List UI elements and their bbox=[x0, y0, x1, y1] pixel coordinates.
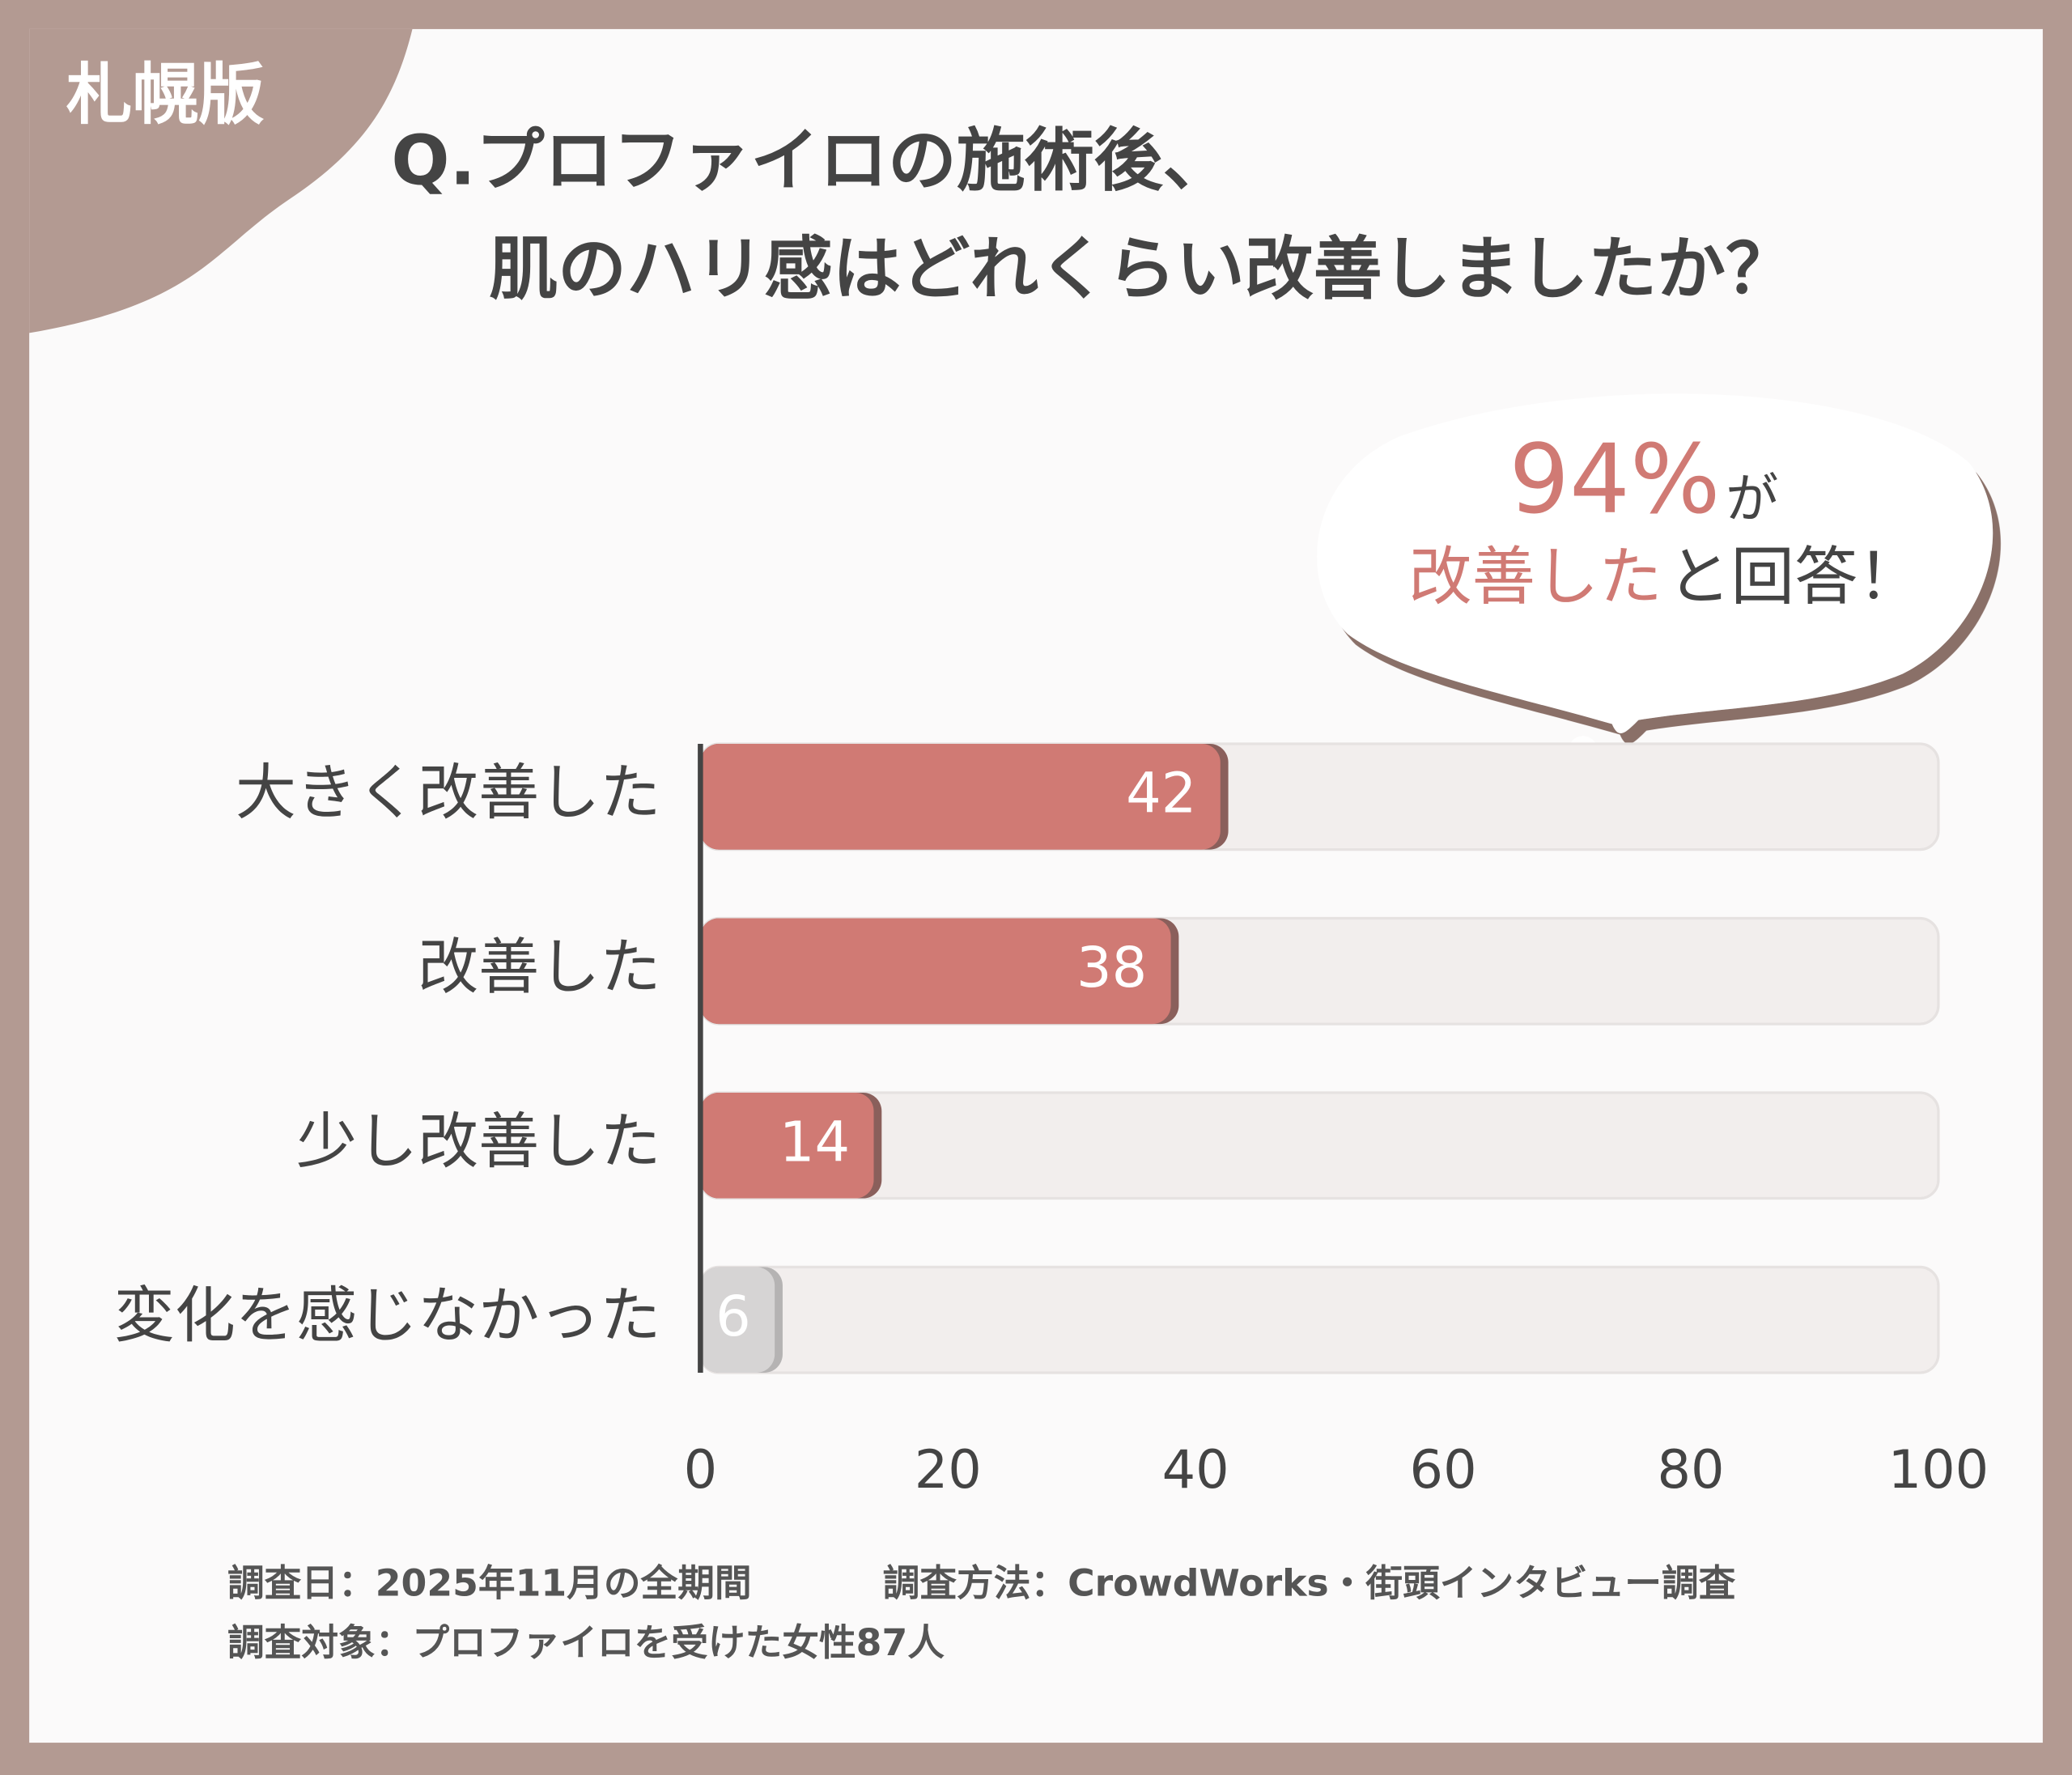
bar bbox=[700, 918, 1171, 1025]
bar bbox=[700, 1092, 874, 1199]
panel bbox=[29, 28, 2043, 1743]
bar bbox=[700, 744, 1221, 850]
value-label: 42 bbox=[1126, 761, 1196, 826]
badge-shape bbox=[29, 28, 413, 333]
badge: 札幌版 bbox=[66, 57, 265, 134]
annotation-highlight: 改善した bbox=[1408, 541, 1662, 614]
category-label: 変化を感じなかった bbox=[114, 1280, 661, 1351]
category-label: 改善した bbox=[418, 931, 660, 1002]
note: 調査日：2025年11月の全期間 bbox=[227, 1561, 752, 1604]
bar-track bbox=[698, 1091, 1940, 1200]
category-label: 大きく改善した bbox=[236, 757, 661, 828]
bar bbox=[700, 1267, 775, 1374]
x-tick-label: 20 bbox=[915, 1439, 982, 1501]
value-label: 14 bbox=[779, 1110, 850, 1174]
annotation-text: が bbox=[1726, 468, 1778, 529]
note: 調査方法：CrowdWorks・街頭インタビュー調査 bbox=[883, 1561, 1736, 1604]
note: 調査対象：プロファイロを受けた女性87人 bbox=[227, 1621, 945, 1664]
x-tick-label: 40 bbox=[1162, 1439, 1229, 1501]
annotation-text: と回答！ bbox=[1667, 541, 1921, 614]
title-line: 肌のハリ感はどれくらい改善しましたか？ bbox=[489, 229, 1794, 309]
x-tick-label: 80 bbox=[1657, 1439, 1724, 1501]
title-line: Q.プロファイロの施術後、 bbox=[391, 121, 1231, 201]
value-label: 38 bbox=[1076, 936, 1147, 1000]
category-label: 少し改善した bbox=[296, 1106, 660, 1177]
value-label: 6 bbox=[715, 1285, 751, 1349]
bar-track bbox=[698, 1265, 1940, 1374]
speech-bubble bbox=[1317, 393, 1993, 733]
x-tick-label: 100 bbox=[1888, 1439, 1989, 1501]
x-tick-label: 0 bbox=[684, 1439, 718, 1501]
annotation-highlight: 94% bbox=[1509, 424, 1720, 535]
x-tick-label: 60 bbox=[1410, 1439, 1477, 1501]
